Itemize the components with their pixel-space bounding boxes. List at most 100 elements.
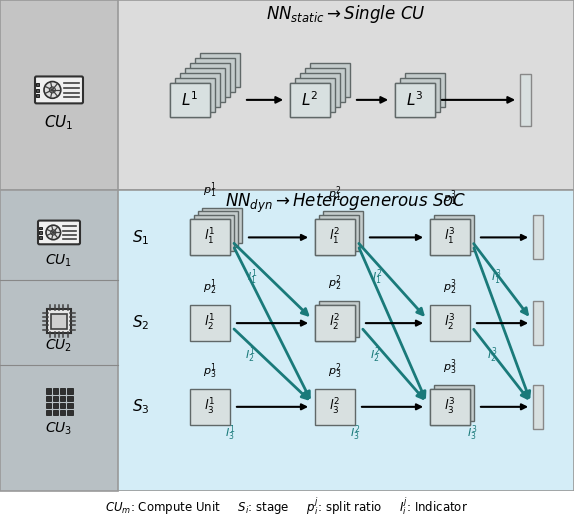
FancyBboxPatch shape <box>319 215 359 251</box>
FancyBboxPatch shape <box>46 309 71 333</box>
Circle shape <box>46 225 61 240</box>
Text: $\mathit{CU_m}$: Compute Unit     $\mathit{S_i}$: stage     $\mathit{p_i^j}$: sp: $\mathit{CU_m}$: Compute Unit $\mathit{S… <box>106 496 468 517</box>
FancyBboxPatch shape <box>295 78 335 112</box>
FancyBboxPatch shape <box>305 68 345 102</box>
Text: $I_1^3$: $I_1^3$ <box>491 267 501 287</box>
FancyBboxPatch shape <box>315 219 355 255</box>
Bar <box>53 410 58 415</box>
Bar <box>53 396 58 401</box>
FancyBboxPatch shape <box>170 83 210 117</box>
Circle shape <box>49 87 56 93</box>
Text: $\mathit{CU_1}$: $\mathit{CU_1}$ <box>44 113 74 132</box>
Bar <box>45 410 51 415</box>
Bar <box>36 83 39 86</box>
Bar <box>60 403 65 408</box>
FancyBboxPatch shape <box>310 63 350 97</box>
Text: $p_2^3$: $p_2^3$ <box>443 278 457 297</box>
Bar <box>60 410 65 415</box>
Bar <box>0 0 118 190</box>
Bar <box>38 236 42 239</box>
Text: $p_3^2$: $p_3^2$ <box>328 361 342 381</box>
Bar <box>36 89 39 92</box>
FancyBboxPatch shape <box>430 389 470 425</box>
FancyBboxPatch shape <box>170 83 210 117</box>
FancyBboxPatch shape <box>434 385 474 421</box>
Bar <box>36 94 39 97</box>
Bar <box>60 388 65 394</box>
Text: $\mathit{l}_{2}^{3}$: $\mathit{l}_{2}^{3}$ <box>444 313 456 333</box>
FancyBboxPatch shape <box>533 385 543 429</box>
FancyBboxPatch shape <box>35 76 83 103</box>
Circle shape <box>44 82 61 98</box>
Text: $I_2^2$: $I_2^2$ <box>370 345 380 365</box>
Text: $\mathit{S_3}$: $\mathit{S_3}$ <box>132 397 150 416</box>
Text: $\mathit{L}^{3}$: $\mathit{L}^{3}$ <box>406 90 424 109</box>
Text: $\mathit{NN_{static}} \rightarrow \mathit{Single\ CU}$: $\mathit{NN_{static}} \rightarrow \mathi… <box>266 3 426 25</box>
FancyBboxPatch shape <box>315 305 355 341</box>
Text: $\mathit{l}_{1}^{1}$: $\mathit{l}_{1}^{1}$ <box>204 227 216 248</box>
FancyBboxPatch shape <box>198 212 238 248</box>
Text: $I_3^3$: $I_3^3$ <box>467 423 477 443</box>
Bar <box>53 388 58 394</box>
Bar <box>0 190 118 490</box>
Text: $\mathit{l}_{3}^{2}$: $\mathit{l}_{3}^{2}$ <box>329 397 340 417</box>
FancyBboxPatch shape <box>319 301 359 337</box>
Bar <box>60 396 65 401</box>
FancyBboxPatch shape <box>190 63 230 97</box>
Text: $I_3^1$: $I_3^1$ <box>225 423 235 443</box>
Text: $\mathit{l}_{1}^{2}$: $\mathit{l}_{1}^{2}$ <box>329 227 340 248</box>
FancyBboxPatch shape <box>52 314 67 329</box>
Bar <box>0 490 574 518</box>
Text: $\mathit{CU_3}$: $\mathit{CU_3}$ <box>45 421 72 437</box>
Text: $p_2^2$: $p_2^2$ <box>328 274 342 293</box>
FancyBboxPatch shape <box>195 58 235 92</box>
Text: $\mathit{l}_{1}^{3}$: $\mathit{l}_{1}^{3}$ <box>444 227 456 248</box>
Text: $\mathit{S_2}$: $\mathit{S_2}$ <box>132 314 149 332</box>
FancyBboxPatch shape <box>290 83 330 117</box>
FancyBboxPatch shape <box>400 78 440 112</box>
Text: $I_2^3$: $I_2^3$ <box>487 345 497 365</box>
FancyBboxPatch shape <box>395 83 435 117</box>
Bar <box>38 227 42 229</box>
FancyBboxPatch shape <box>194 215 234 251</box>
Bar <box>45 396 51 401</box>
Text: $I_2^1$: $I_2^1$ <box>245 345 255 365</box>
Text: $\mathit{l}_{2}^{1}$: $\mathit{l}_{2}^{1}$ <box>204 313 216 333</box>
Bar <box>53 403 58 408</box>
FancyBboxPatch shape <box>315 389 355 425</box>
Text: $\mathit{CU_2}$: $\mathit{CU_2}$ <box>45 338 72 354</box>
FancyBboxPatch shape <box>430 219 470 255</box>
FancyBboxPatch shape <box>185 68 225 102</box>
FancyBboxPatch shape <box>300 73 340 107</box>
FancyBboxPatch shape <box>290 83 330 117</box>
FancyBboxPatch shape <box>533 301 543 345</box>
FancyBboxPatch shape <box>315 305 355 341</box>
Bar <box>38 231 42 234</box>
Text: $\mathit{S_1}$: $\mathit{S_1}$ <box>132 228 149 247</box>
Text: $\mathit{l}_{3}^{1}$: $\mathit{l}_{3}^{1}$ <box>204 397 216 417</box>
Text: $\mathit{L}^{1}$: $\mathit{L}^{1}$ <box>181 90 199 109</box>
Bar <box>45 388 51 394</box>
FancyBboxPatch shape <box>315 219 355 255</box>
Bar <box>0 190 574 490</box>
FancyBboxPatch shape <box>38 220 80 244</box>
Bar <box>67 396 72 401</box>
FancyBboxPatch shape <box>200 53 240 87</box>
Text: $I_1^1$: $I_1^1$ <box>247 267 257 287</box>
Text: $p_1^2$: $p_1^2$ <box>328 184 342 203</box>
FancyBboxPatch shape <box>323 212 363 248</box>
Text: $\mathit{NN_{dyn}} \rightarrow \mathit{Heterogenerous\ SoC}$: $\mathit{NN_{dyn}} \rightarrow \mathit{H… <box>226 192 467 215</box>
Bar <box>45 403 51 408</box>
Text: $p_3^3$: $p_3^3$ <box>443 357 457 377</box>
FancyBboxPatch shape <box>434 215 474 251</box>
Bar <box>67 403 72 408</box>
Circle shape <box>51 230 56 235</box>
Bar <box>67 410 72 415</box>
FancyBboxPatch shape <box>175 78 215 112</box>
Text: $p_1^3$: $p_1^3$ <box>443 188 457 207</box>
Text: $I_1^2$: $I_1^2$ <box>372 267 382 287</box>
FancyBboxPatch shape <box>190 305 230 341</box>
FancyBboxPatch shape <box>202 207 242 243</box>
Bar <box>0 0 574 190</box>
Text: $\mathit{l}_{2}^{2}$: $\mathit{l}_{2}^{2}$ <box>329 313 340 333</box>
